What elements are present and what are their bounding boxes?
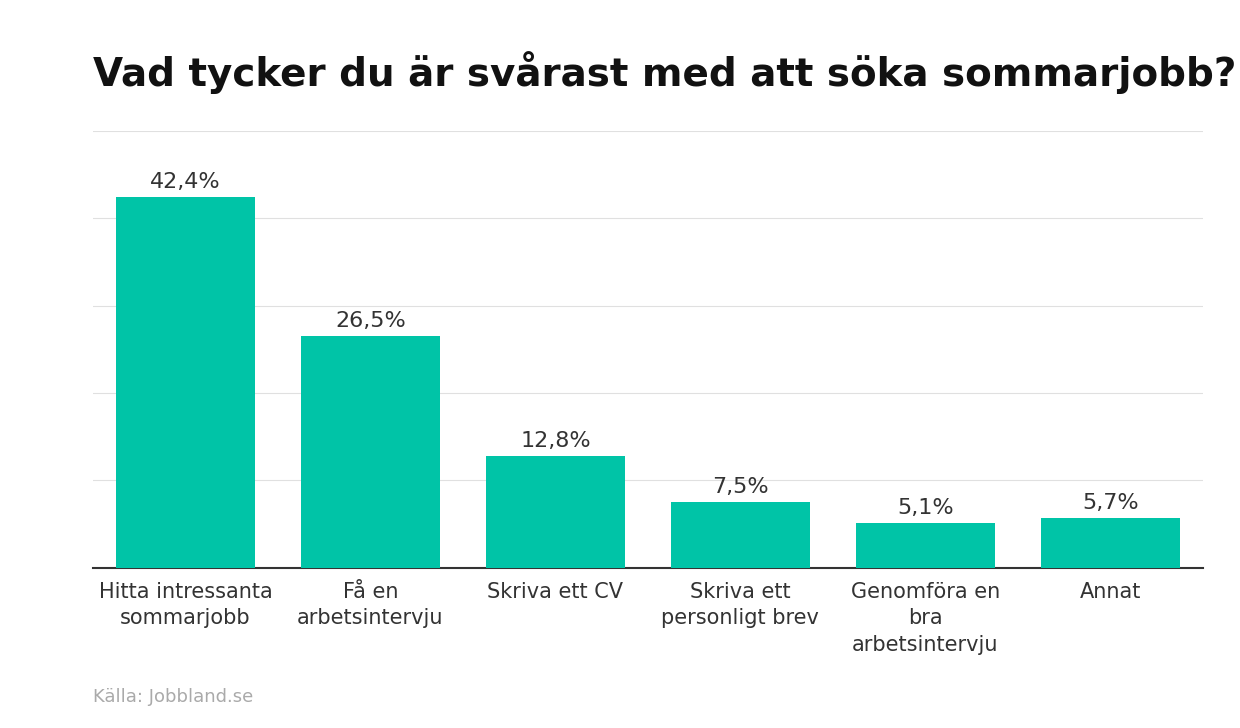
Text: Källa: Jobbland.se: Källa: Jobbland.se	[93, 688, 253, 706]
Text: 5,7%: 5,7%	[1083, 493, 1138, 513]
Text: 42,4%: 42,4%	[150, 173, 221, 192]
Text: 7,5%: 7,5%	[712, 477, 769, 497]
Text: 5,1%: 5,1%	[897, 498, 954, 518]
Bar	[486, 456, 625, 568]
Bar	[671, 502, 810, 568]
Text: Vad tycker du är svårast med att söka sommarjobb?: Vad tycker du är svårast med att söka so…	[93, 51, 1236, 94]
Bar	[301, 336, 440, 568]
Bar	[1040, 518, 1179, 568]
Text: 26,5%: 26,5%	[335, 311, 405, 331]
Text: 12,8%: 12,8%	[520, 431, 590, 451]
Bar	[117, 197, 255, 568]
Bar	[856, 523, 994, 568]
